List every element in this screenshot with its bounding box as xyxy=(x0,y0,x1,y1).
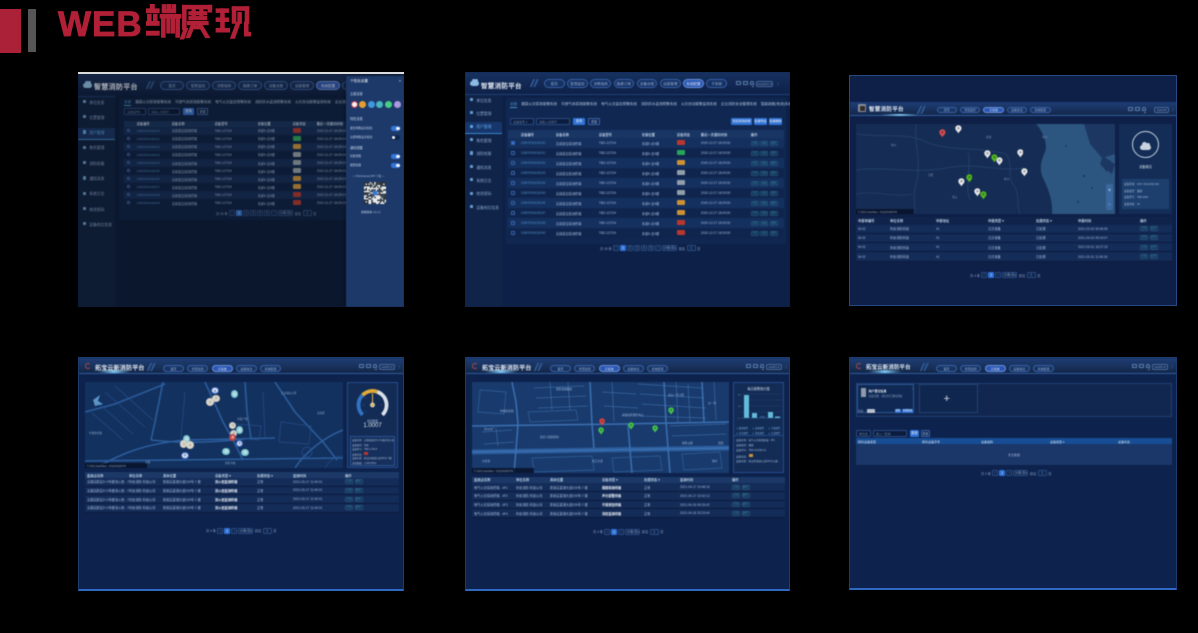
svg-text:海州: 海州 xyxy=(1042,135,1048,139)
svg-text:40: 40 xyxy=(738,395,741,397)
svg-text:新区公园: 新区公园 xyxy=(682,441,693,445)
svg-text:20: 20 xyxy=(738,406,741,408)
svg-text:中塘智谷路: 中塘智谷路 xyxy=(89,431,102,435)
svg-text:新区大路: 新区大路 xyxy=(225,461,236,465)
svg-text:长江大道: 长江大道 xyxy=(592,459,603,463)
svg-text:花园: 花园 xyxy=(718,441,724,445)
svg-text:-: - xyxy=(1109,202,1111,208)
svg-text:龙山一号小区: 龙山一号小区 xyxy=(668,393,684,397)
svg-text:黄山: 黄山 xyxy=(952,195,958,199)
svg-text:中塘智谷园: 中塘智谷园 xyxy=(500,409,514,413)
svg-text:杭州: 杭州 xyxy=(1004,177,1010,181)
svg-text:新区蔬城路街: 新区蔬城路街 xyxy=(556,387,572,391)
svg-text:市民广场: 市民广场 xyxy=(237,417,248,421)
svg-text:徐州: 徐州 xyxy=(891,143,897,147)
svg-text:0: 0 xyxy=(738,418,740,420)
svg-text:© 2021 AutoNavi - GS(2019)6379: © 2021 AutoNavi - GS(2019)6379 xyxy=(858,210,897,214)
svg-text:高新区: 高新区 xyxy=(317,411,325,415)
svg-text:斜塘社区服务中心: 斜塘社区服务中心 xyxy=(622,413,644,417)
svg-text:新吴人民检察院: 新吴人民检察院 xyxy=(540,435,559,439)
svg-text:© 2021 AutoNavi - GS(2019)6379: © 2021 AutoNavi - GS(2019)6379 xyxy=(87,464,126,468)
svg-text:+: + xyxy=(1108,188,1112,194)
svg-text:大家到: 大家到 xyxy=(482,459,490,463)
svg-text:合肥: 合肥 xyxy=(928,173,934,177)
svg-text:盐城: 盐城 xyxy=(986,135,992,139)
svg-text:新村: 新村 xyxy=(712,459,718,463)
svg-text:大路: 大路 xyxy=(145,460,151,464)
svg-text:山一村: 山一村 xyxy=(708,401,716,405)
svg-text:九龙湖山小区: 九龙湖山小区 xyxy=(281,391,297,395)
svg-text:苏州大厂: 苏州大厂 xyxy=(484,427,495,431)
svg-text:© 2021 AutoNavi - GS(2019)6379: © 2021 AutoNavi - GS(2019)6379 xyxy=(474,469,513,473)
